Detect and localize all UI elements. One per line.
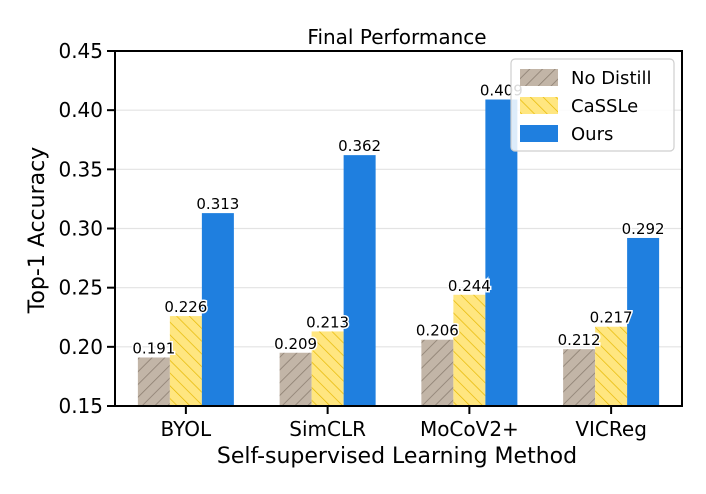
bar-cassle-1 bbox=[311, 331, 344, 406]
bar-ours-0 bbox=[201, 213, 234, 406]
x-tick-label-simclr: SimCLR bbox=[289, 417, 366, 441]
x-tick-label-mocov2-: MoCoV2+ bbox=[420, 417, 519, 441]
bar-no-distill-1 bbox=[279, 352, 312, 406]
y-tick-label-6: 0.45 bbox=[58, 39, 103, 63]
bar-cassle-2 bbox=[453, 294, 486, 406]
y-tick-label-1: 0.20 bbox=[58, 335, 103, 359]
y-tick-label-0: 0.15 bbox=[58, 394, 103, 418]
bar-no-distill-2 bbox=[421, 339, 454, 406]
y-tick-label-2: 0.25 bbox=[58, 276, 103, 300]
data-label-cassle-2: 0.244 bbox=[448, 277, 491, 295]
bar-no-distill-0 bbox=[137, 357, 170, 406]
data-label-ours-0: 0.313 bbox=[196, 195, 239, 213]
bar-ours-1 bbox=[343, 155, 376, 406]
bar-cassle-3 bbox=[595, 326, 628, 406]
data-label-ours-1: 0.362 bbox=[338, 137, 381, 155]
y-tick-label-4: 0.35 bbox=[58, 157, 103, 181]
legend-label-ours: Ours bbox=[571, 124, 613, 145]
ticks: 0.15 0.20 0.25 0.30 0.35 0.40 0.45 BYOL SimCLR Mo… bbox=[58, 39, 646, 441]
bar-ours-3 bbox=[627, 237, 660, 406]
legend-swatch-ours bbox=[520, 125, 558, 142]
bar-ours-2 bbox=[485, 99, 518, 407]
bar-no-distill-3 bbox=[563, 349, 596, 406]
y-tick-label-3: 0.30 bbox=[58, 217, 103, 241]
legend-swatch-no-distill bbox=[520, 69, 558, 86]
data-label-cassle-1: 0.213 bbox=[306, 313, 349, 331]
data-label-cassle-0: 0.226 bbox=[164, 298, 207, 316]
legend-label-cassle: CaSSLe bbox=[571, 96, 638, 117]
x-axis-label: Self-supervised Learning Method bbox=[217, 444, 577, 469]
legend-swatch-cassle bbox=[520, 97, 558, 114]
data-labels: 0.191 0.226 0.313 0.209 0.213 0.362 0.206 0.244… bbox=[131, 80, 666, 359]
legend-label-no-distill: No Distill bbox=[571, 68, 652, 89]
data-label-ours-3: 0.292 bbox=[622, 220, 665, 238]
y-tick-label-5: 0.40 bbox=[58, 98, 103, 122]
data-label-no-distill-0: 0.191 bbox=[132, 339, 175, 357]
data-label-no-distill-3: 0.212 bbox=[558, 331, 601, 349]
x-tick-label-vicreg: VICReg bbox=[575, 417, 647, 441]
bar-cassle-0 bbox=[169, 316, 202, 406]
data-label-no-distill-1: 0.209 bbox=[274, 335, 317, 353]
data-label-no-distill-2: 0.206 bbox=[416, 322, 459, 340]
chart-title: Final Performance bbox=[307, 25, 486, 49]
bars bbox=[137, 99, 660, 407]
x-tick-label-byol: BYOL bbox=[161, 417, 212, 441]
y-axis-label: Top-1 Accuracy bbox=[25, 147, 50, 315]
data-label-cassle-3: 0.217 bbox=[590, 309, 633, 327]
legend: No Distill CaSSLe Ours bbox=[510, 58, 675, 152]
